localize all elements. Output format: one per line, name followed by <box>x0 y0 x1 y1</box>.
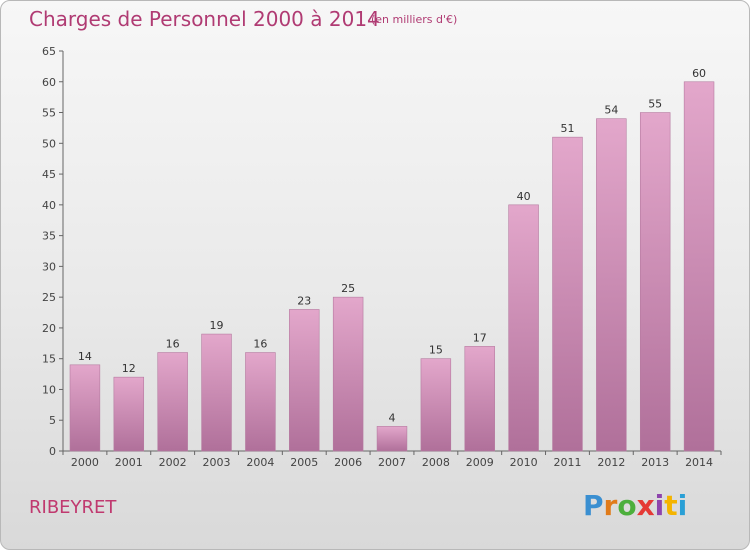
bar-2014 <box>683 81 715 452</box>
x-tick-label-2009: 2009 <box>466 456 494 469</box>
chart-title: Charges de Personnel 2000 à 2014 <box>29 7 380 31</box>
y-tick-label: 40 <box>42 199 56 212</box>
x-tick-label-2003: 2003 <box>203 456 231 469</box>
x-tick-label-2005: 2005 <box>290 456 318 469</box>
y-tick-label: 15 <box>42 353 56 366</box>
value-label-2001: 12 <box>122 362 136 375</box>
y-tick-label: 50 <box>42 137 56 150</box>
x-tick-label-2001: 2001 <box>115 456 143 469</box>
value-label-2004: 16 <box>253 338 267 351</box>
y-tick-label: 0 <box>49 445 56 458</box>
y-tick-label: 30 <box>42 260 56 273</box>
logo-letter: x <box>636 489 655 522</box>
logo-letter: r <box>603 489 618 522</box>
y-tick-label: 35 <box>42 230 56 243</box>
x-tick-label-2004: 2004 <box>246 456 274 469</box>
y-tick-label: 55 <box>42 107 56 120</box>
bar-2002 <box>157 352 188 452</box>
x-tick-label-2002: 2002 <box>159 456 187 469</box>
value-label-2013: 55 <box>648 98 662 111</box>
value-label-2002: 16 <box>166 338 180 351</box>
value-label-2006: 25 <box>341 282 355 295</box>
bar-2012 <box>596 118 627 452</box>
bar-2008 <box>420 358 452 452</box>
bar-2001 <box>113 376 145 452</box>
logo-letter: i <box>677 489 688 522</box>
bar-2005 <box>289 309 320 452</box>
logo-letter: t <box>664 489 678 522</box>
x-tick-label-2011: 2011 <box>553 456 581 469</box>
value-label-2010: 40 <box>517 190 531 203</box>
x-tick-label-2008: 2008 <box>422 456 450 469</box>
bar-2000 <box>69 364 101 452</box>
value-label-2011: 51 <box>560 122 574 135</box>
chart-subtitle: (en milliers d'€) <box>371 13 458 26</box>
commune-name: RIBEYRET <box>29 497 117 518</box>
value-label-2003: 19 <box>210 319 224 332</box>
logo-letter: i <box>654 489 665 522</box>
value-label-2008: 15 <box>429 344 443 357</box>
logo-letter: P <box>583 489 604 522</box>
x-tick-label-2007: 2007 <box>378 456 406 469</box>
x-tick-label-2013: 2013 <box>641 456 669 469</box>
bar-2009 <box>464 346 495 452</box>
bar-2010 <box>508 204 539 452</box>
y-tick-label: 60 <box>42 76 56 89</box>
bar-2004 <box>245 352 276 452</box>
y-tick-label: 25 <box>42 291 56 304</box>
bar-2006 <box>332 296 364 452</box>
y-tick-label: 45 <box>42 168 56 181</box>
bar-2003 <box>201 333 232 452</box>
value-label-2014: 60 <box>692 67 706 80</box>
bar-2007 <box>376 426 408 452</box>
y-tick-label: 10 <box>42 383 56 396</box>
x-tick-label-2014: 2014 <box>685 456 713 469</box>
value-label-2007: 4 <box>389 411 396 424</box>
y-tick-label: 65 <box>42 45 56 58</box>
y-tick-label: 5 <box>49 414 56 427</box>
y-tick-label: 20 <box>42 322 56 335</box>
x-tick-label-2010: 2010 <box>510 456 538 469</box>
bar-2013 <box>639 112 671 452</box>
x-tick-label-2012: 2012 <box>597 456 625 469</box>
value-label-2012: 54 <box>604 104 618 117</box>
x-tick-label-2000: 2000 <box>71 456 99 469</box>
x-tick-label-2006: 2006 <box>334 456 362 469</box>
value-label-2005: 23 <box>297 294 311 307</box>
value-label-2000: 14 <box>78 350 92 363</box>
logo-letter: o <box>617 489 637 522</box>
bar-2011 <box>552 136 583 452</box>
value-label-2009: 17 <box>473 331 487 344</box>
proxiti-logo[interactable]: Proxiti <box>583 489 687 522</box>
